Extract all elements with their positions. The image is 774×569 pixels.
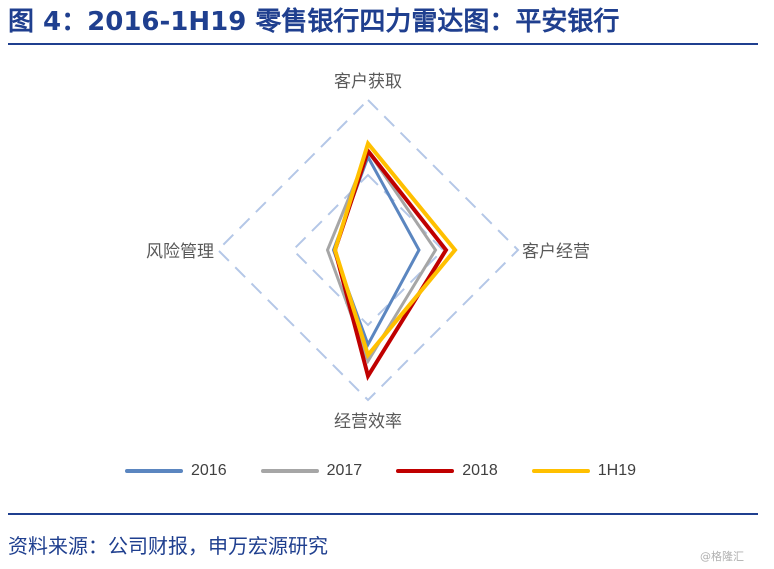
axis-label-customer-acquisition: 客户获取 (334, 72, 402, 92)
series-line-2017 (325, 147, 438, 365)
watermark: @格隆汇 (700, 550, 744, 563)
series-layer (325, 139, 458, 382)
legend-item-2016: 2016 (125, 462, 227, 480)
legend-item-2017: 2017 (260, 462, 363, 480)
axis-label-risk-management: 风险管理 (146, 242, 214, 262)
source-note: 资料来源：公司财报，申万宏源研究 (8, 534, 328, 558)
legend-swatch-2018 (396, 469, 455, 473)
page-title: 图 4：2016-1H19 零售银行四力雷达图：平安银行 (8, 7, 620, 37)
series-line-1h19 (332, 139, 458, 360)
legend-label-2018: 2018 (462, 462, 498, 479)
legend-label-2016: 2016 (191, 462, 227, 479)
legend-swatch-1h19 (531, 469, 590, 473)
axis-label-operating-efficiency: 经营效率 (334, 412, 402, 432)
axis-label-customer-operation: 客户经营 (522, 242, 590, 262)
legend-swatch-2016 (125, 469, 183, 473)
legend-item-2018: 2018 (396, 462, 498, 480)
legend-item-1h19: 1H19 (531, 462, 637, 480)
chart-legend: 2016 2017 2018 1H19 (125, 460, 670, 482)
radar-chart: 客户获取 客户经营 经营效率 风险管理 (146, 72, 590, 432)
footer-divider (8, 513, 758, 515)
legend-label-1h19: 1H19 (597, 462, 637, 479)
legend-label-2017: 2017 (326, 462, 363, 479)
grid-ring-2 (216, 98, 520, 402)
title-divider (8, 43, 758, 45)
legend-swatch-2017 (260, 469, 319, 473)
